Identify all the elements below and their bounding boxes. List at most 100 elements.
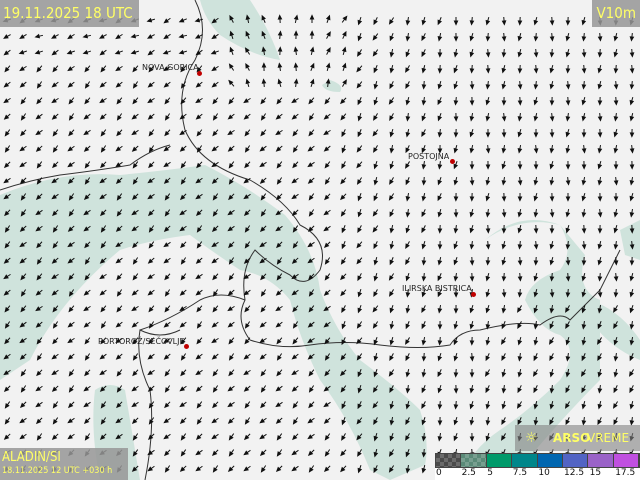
wind-arrow xyxy=(421,16,427,26)
wind-arrow xyxy=(501,192,507,202)
legend-swatch xyxy=(588,454,613,467)
wind-arrow xyxy=(19,353,27,360)
wind-arrow xyxy=(469,208,475,218)
wind-arrow xyxy=(228,63,235,71)
wind-arrow xyxy=(99,49,107,56)
wind-arrow xyxy=(179,113,187,120)
wind-arrow xyxy=(244,337,251,345)
wind-arrow xyxy=(388,193,395,201)
wind-arrow xyxy=(517,144,523,154)
wind-arrow xyxy=(581,112,587,122)
wind-arrow xyxy=(35,129,43,136)
wind-arrow xyxy=(613,176,619,186)
wind-arrow xyxy=(533,176,539,186)
wind-arrow xyxy=(469,240,475,250)
wind-arrow xyxy=(228,193,235,201)
wind-arrow xyxy=(99,177,107,184)
wind-arrow xyxy=(275,225,283,232)
wind-arrow xyxy=(211,81,219,88)
legend-label: 5 xyxy=(487,468,493,478)
wind-arrow xyxy=(36,177,43,185)
wind-arrow xyxy=(373,241,378,250)
wind-arrow xyxy=(597,256,603,266)
wind-arrow xyxy=(84,81,91,89)
wind-arrow xyxy=(180,97,187,105)
wind-arrow xyxy=(68,113,75,121)
wind-arrow xyxy=(389,224,395,234)
wind-arrow xyxy=(227,289,235,296)
wind-arrow xyxy=(20,97,27,105)
legend-swatches xyxy=(435,453,640,468)
wind-arrow xyxy=(565,336,571,346)
wind-arrow xyxy=(485,128,491,138)
wind-arrow xyxy=(485,400,491,410)
wind-arrow xyxy=(533,224,539,234)
wind-arrow xyxy=(291,97,299,104)
wind-arrow xyxy=(373,289,378,298)
wind-arrow xyxy=(469,320,475,330)
wind-arrow xyxy=(517,208,523,218)
wind-arrow xyxy=(453,16,459,26)
wind-arrow xyxy=(453,161,459,170)
wind-arrow xyxy=(421,145,427,154)
wind-arrow xyxy=(533,128,539,138)
wind-arrow xyxy=(437,17,442,26)
wind-arrow xyxy=(389,353,394,362)
wind-arrow xyxy=(132,177,139,185)
wind-arrow xyxy=(148,225,155,233)
wind-arrow xyxy=(100,417,107,425)
wind-arrow xyxy=(100,225,107,233)
wind-arrow xyxy=(324,193,331,201)
wind-arrow xyxy=(549,144,555,154)
wind-arrow xyxy=(612,401,619,409)
wind-arrow xyxy=(372,401,379,409)
legend-label: 12.5 xyxy=(564,468,585,478)
wind-arrow xyxy=(243,289,251,296)
wind-arrow xyxy=(259,449,267,457)
wind-arrow xyxy=(20,289,27,297)
wind-arrow xyxy=(131,225,139,232)
wind-arrow xyxy=(533,385,538,394)
wind-arrow xyxy=(261,30,267,39)
wind-arrow xyxy=(99,97,107,104)
wind-arrow xyxy=(163,145,171,152)
wind-arrow xyxy=(180,353,187,361)
wind-arrow xyxy=(276,257,283,265)
wind-arrow xyxy=(437,289,443,298)
wind-arrow xyxy=(291,385,299,392)
wind-arrow xyxy=(259,337,267,344)
wind-arrow xyxy=(469,256,475,266)
wind-arrow xyxy=(260,113,267,121)
city-label-postojna: POSTOJNA xyxy=(408,152,450,161)
wind-arrow xyxy=(164,289,171,297)
wind-arrow xyxy=(67,33,75,40)
wind-arrow xyxy=(597,192,603,202)
wind-arrow xyxy=(629,192,635,202)
wind-arrow xyxy=(372,49,379,57)
wind-arrow xyxy=(275,417,283,424)
wind-arrow xyxy=(597,417,602,426)
wind-arrow xyxy=(613,385,618,394)
wind-arrow xyxy=(228,369,235,377)
wind-arrow xyxy=(501,433,507,441)
wind-arrow xyxy=(581,224,587,234)
wind-arrow xyxy=(228,433,235,441)
wind-arrow xyxy=(565,417,570,426)
wind-arrow xyxy=(389,320,395,330)
wind-arrow xyxy=(115,257,123,264)
wind-arrow xyxy=(501,16,507,26)
wind-arrow xyxy=(485,176,491,186)
wind-arrow xyxy=(277,62,283,72)
wind-arrow xyxy=(517,224,523,234)
wind-arrow xyxy=(84,97,91,105)
wind-arrow xyxy=(308,97,315,105)
wind-arrow xyxy=(259,177,267,184)
wind-arrow xyxy=(405,433,410,441)
wind-arrow xyxy=(196,161,203,169)
wind-arrow xyxy=(581,240,587,250)
wind-arrow xyxy=(405,161,410,169)
wind-arrow xyxy=(389,128,395,138)
wind-arrow xyxy=(372,33,379,41)
wind-arrow xyxy=(533,144,539,154)
wind-arrow xyxy=(67,321,75,328)
